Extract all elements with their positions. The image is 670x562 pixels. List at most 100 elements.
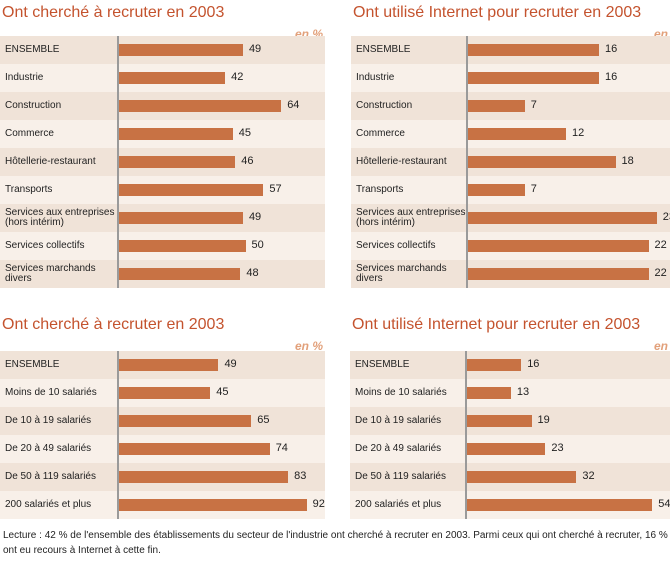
bar: [118, 359, 219, 371]
category-label: Transports: [5, 184, 53, 195]
category-row: 200 salariés et plus 54: [350, 491, 670, 519]
category-label: De 20 à 49 salariés: [5, 443, 92, 454]
category-row: Services collectifs 22: [351, 232, 670, 260]
category-label: Hôtellerie-restaurant: [5, 156, 96, 167]
value-label: 19: [537, 414, 550, 426]
bar: [467, 100, 525, 112]
category-row: Commerce 45: [0, 120, 325, 148]
category-label: ENSEMBLE: [355, 359, 410, 370]
value-label: 23: [551, 442, 564, 454]
value-label: 57: [269, 183, 282, 195]
category-label: Commerce: [356, 128, 405, 139]
category-row: Construction 64: [0, 92, 325, 120]
value-label: 50: [251, 239, 264, 251]
value-label: 32: [582, 470, 595, 482]
bar: [466, 471, 577, 483]
category-label: Construction: [356, 100, 413, 111]
axis-line: [466, 36, 468, 288]
category-row: De 10 à 19 salariés 19: [350, 407, 670, 435]
category-row: 200 salariés et plus 92: [0, 491, 325, 519]
category-row: Industrie 42: [0, 64, 325, 92]
category-label: Moins de 10 salariés: [5, 387, 97, 398]
bar: [118, 212, 243, 224]
category-label: Industrie: [356, 72, 395, 83]
bar: [118, 499, 307, 511]
category-row: Hôtellerie-restaurant 46: [0, 148, 325, 176]
value-label: 83: [294, 470, 307, 482]
category-label: Services collectifs: [356, 240, 436, 251]
value-label: 7: [530, 99, 537, 111]
category-row: ENSEMBLE 16: [350, 351, 670, 379]
category-row: Services marchands divers 22: [351, 260, 670, 288]
bar: [118, 72, 226, 84]
bar: [118, 44, 243, 56]
bar: [467, 156, 616, 168]
bar: [467, 128, 566, 140]
value-label: 49: [248, 211, 262, 223]
category-row: Services aux entreprises (hors intérim) 2…: [351, 204, 670, 232]
category-row: Services marchands divers 48: [0, 260, 325, 288]
value-label: 23: [662, 211, 670, 223]
value-label: 65: [257, 414, 270, 426]
category-row: Transports 7: [351, 176, 670, 204]
chart-panel: ENSEMBLE 16 Moins de 10 salariés 13 De 10 à …: [350, 351, 670, 519]
bar-chart-4: Ont utilisé Internet pour recruter en 20…: [350, 316, 670, 519]
bar: [118, 128, 233, 140]
category-row: Construction 7: [351, 92, 670, 120]
axis-line: [465, 351, 467, 519]
chart-title: Ont utilisé Internet pour recruter en 20…: [353, 4, 642, 21]
bar-chart-3: Ont cherché à recruter en 2003 en % ENSEMB…: [0, 316, 325, 519]
bar: [118, 415, 252, 427]
category-label: De 10 à 19 salariés: [5, 415, 92, 426]
value-label: 45: [216, 386, 229, 398]
category-label: ENSEMBLE: [5, 44, 60, 55]
bar: [467, 212, 657, 224]
bar: [118, 100, 282, 112]
value-label: 16: [527, 358, 540, 370]
value-label: 49: [248, 43, 262, 55]
category-label: 200 salariés et plus: [355, 499, 442, 510]
category-label: Services aux entreprises (hors intérim): [356, 207, 466, 228]
category-label: Transports: [356, 184, 404, 195]
reading-note: Lecture : 42 % de l'ensemble des établis…: [3, 530, 668, 556]
bar-chart-1: Ont cherché à recruter en 2003 en % ENSEMB…: [0, 4, 325, 288]
value-label: 16: [605, 71, 618, 83]
category-label: 200 salariés et plus: [5, 499, 92, 510]
value-label: 49: [224, 358, 237, 370]
category-row: Services collectifs 50: [0, 232, 325, 260]
category-row: De 10 à 19 salariés 65: [0, 407, 325, 435]
bar: [118, 240, 246, 252]
bar: [118, 471, 289, 483]
category-label: Services collectifs: [5, 240, 85, 251]
bar: [467, 44, 599, 56]
category-row: Transports 57: [0, 176, 325, 204]
bar: [467, 72, 599, 84]
bar: [466, 387, 511, 399]
category-row: ENSEMBLE 16: [351, 36, 670, 64]
category-label: De 10 à 19 salariés: [355, 415, 442, 426]
category-row: De 20 à 49 salariés 74: [0, 435, 325, 463]
category-label: Construction: [5, 100, 62, 111]
bar: [467, 268, 649, 280]
value-label: 18: [621, 155, 634, 167]
category-label: Services aux entreprises (hors intérim): [5, 207, 115, 228]
axis-line: [117, 351, 119, 519]
bar: [118, 268, 241, 280]
value-label: 46: [241, 155, 254, 167]
category-row: Services aux entreprises (hors intérim) 4…: [0, 204, 325, 232]
bar: [466, 499, 653, 511]
bar: [467, 184, 525, 196]
category-row: Commerce 12: [351, 120, 670, 148]
value-label: 42: [231, 71, 244, 83]
value-label: 48: [246, 267, 259, 279]
category-label: De 50 à 119 salariés: [5, 471, 96, 482]
value-label: 45: [238, 127, 251, 139]
category-row: Moins de 10 salariés 13: [350, 379, 670, 407]
chart-title: Ont utilisé Internet pour recruter en 20…: [352, 316, 641, 333]
category-label: ENSEMBLE: [356, 44, 411, 55]
bar: [466, 359, 522, 371]
category-row: ENSEMBLE 49: [0, 36, 325, 64]
value-label: 22: [654, 239, 667, 251]
chart-panel: ENSEMBLE 49 Moins de 10 salariés 45 De 10 à …: [0, 351, 325, 519]
category-row: Moins de 10 salariés 45: [0, 379, 325, 407]
